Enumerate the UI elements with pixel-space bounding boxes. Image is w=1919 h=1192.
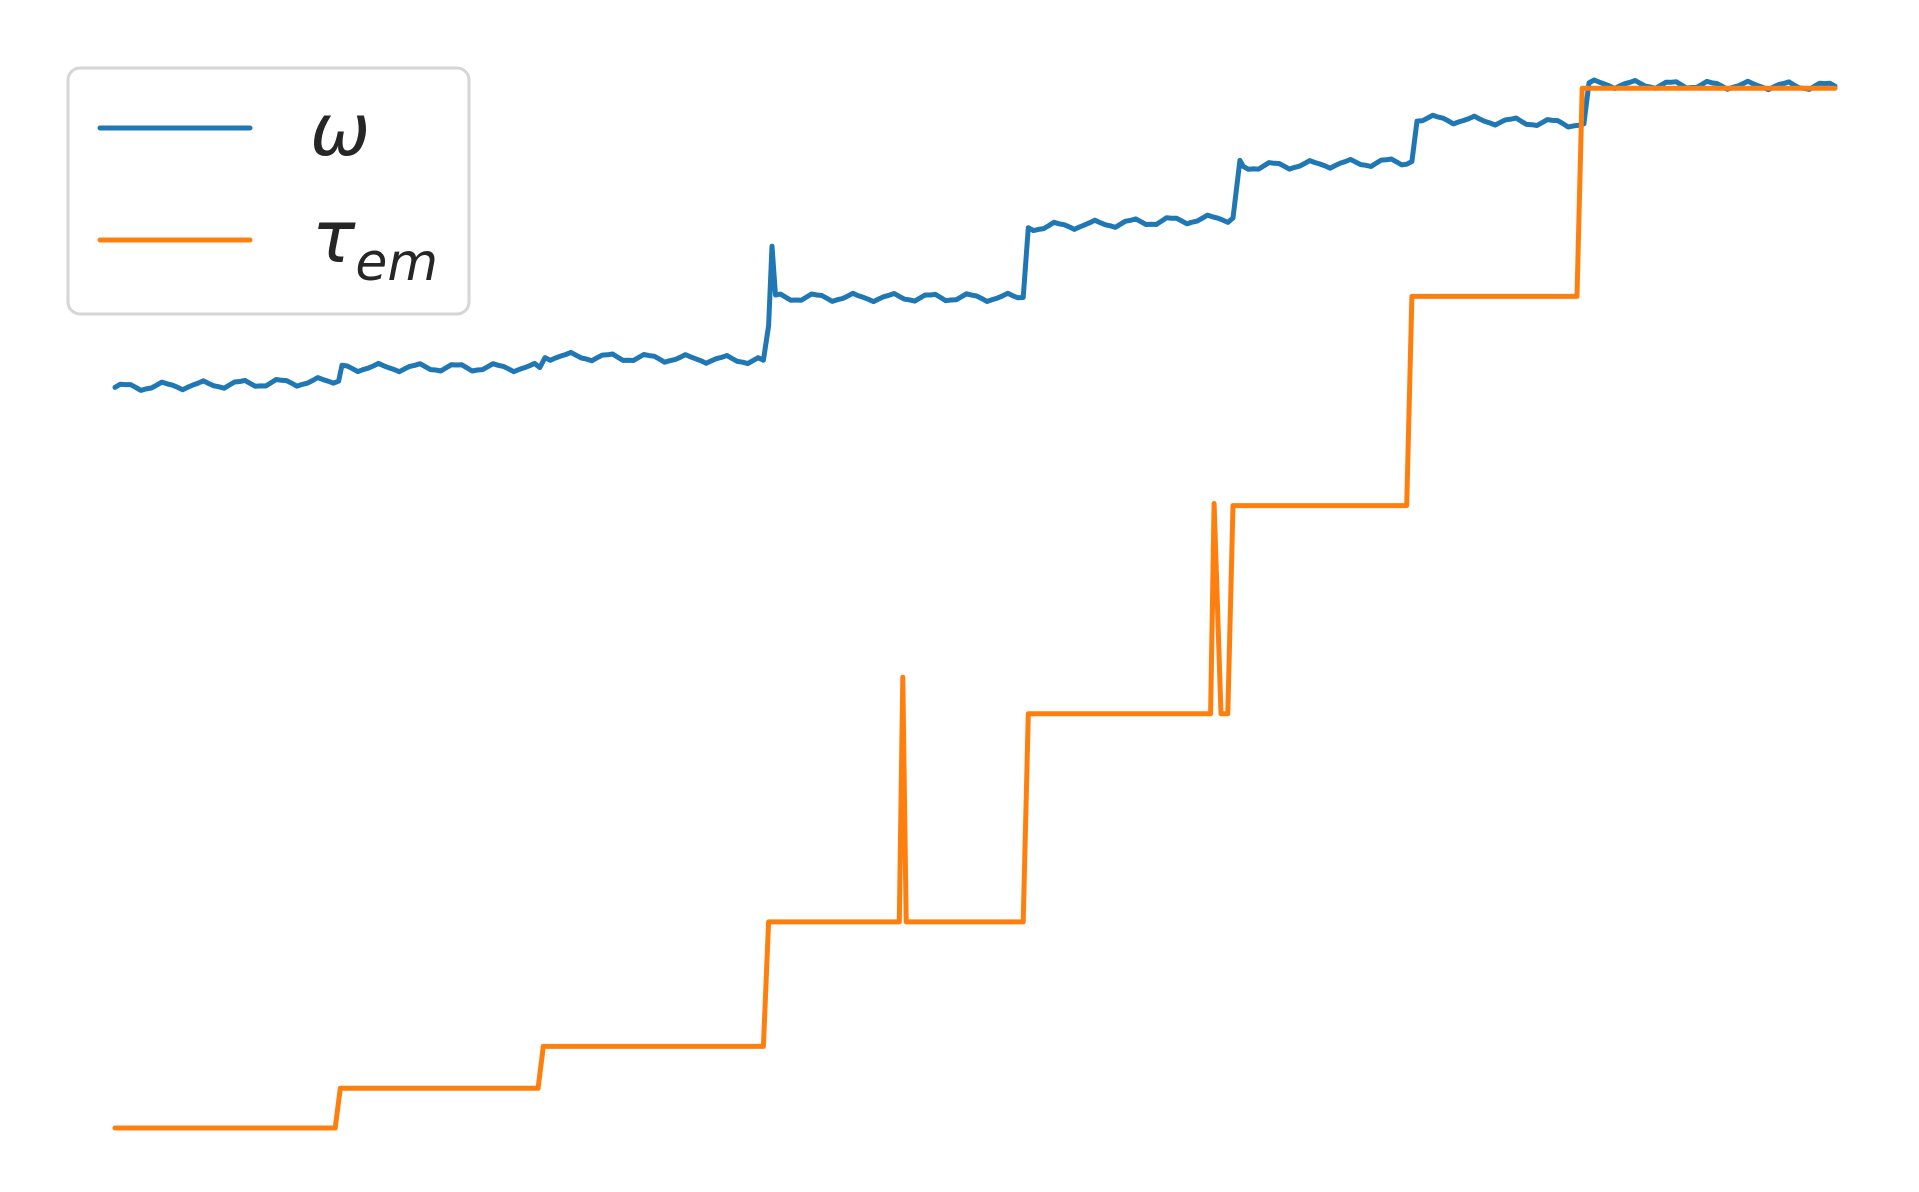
plot-area <box>112 77 1838 1131</box>
series-line-tau-em <box>112 85 1838 1131</box>
legend-label-tau-em: τem <box>312 195 438 293</box>
series-line-omega <box>112 77 1838 393</box>
legend-label-omega: ω <box>310 88 370 172</box>
legend-label-tau-sub: em <box>355 233 438 293</box>
legend: ω τem <box>66 66 471 316</box>
legend-label-tau-main: τ <box>312 195 356 279</box>
legend-label-omega-main: ω <box>310 88 370 172</box>
